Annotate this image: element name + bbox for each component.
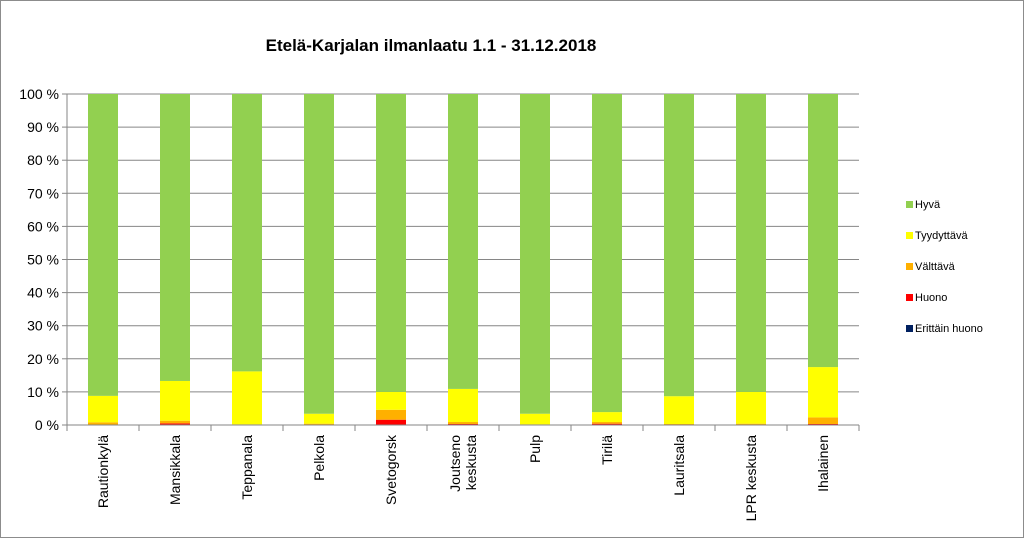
- x-category-label: Teppanala: [239, 435, 255, 500]
- x-category-label: Ihalainen: [815, 435, 831, 492]
- x-category-label-line: Tirilä: [599, 435, 615, 465]
- chart-title: Etelä-Karjalan ilmanlaatu 1.1 - 31.12.20…: [266, 36, 597, 55]
- bar-segment: [88, 94, 118, 396]
- bar-segment: [520, 413, 550, 425]
- bar-segment: [376, 391, 406, 410]
- y-tick-label: 0 %: [35, 417, 59, 433]
- bar-segment: [304, 94, 334, 414]
- bar-segment: [592, 412, 622, 423]
- bar-segment: [448, 422, 478, 425]
- bar-segment: [304, 423, 334, 425]
- legend-label: Erittäin huono: [915, 323, 983, 335]
- bar-segment: [304, 413, 334, 424]
- x-category-label-line: Svetogorsk: [383, 434, 399, 505]
- bars: [88, 94, 838, 425]
- bar-segment: [592, 94, 622, 413]
- y-tick-label: 60 %: [27, 218, 59, 234]
- x-category-label: Rautionkylä: [95, 435, 111, 508]
- bar-segment: [592, 423, 622, 425]
- axes: [66, 94, 859, 426]
- bar-segment: [88, 395, 118, 423]
- y-tick-label: 20 %: [27, 351, 59, 367]
- bar-segment: [520, 94, 550, 414]
- bar-segment: [592, 422, 622, 424]
- x-category-label: LPR keskusta: [743, 435, 759, 522]
- bar-segment: [736, 94, 766, 392]
- y-tick-label: 80 %: [27, 152, 59, 168]
- bar-segment: [448, 94, 478, 389]
- bar-segment: [160, 420, 190, 424]
- bar-segment: [160, 423, 190, 425]
- bar-segment: [736, 391, 766, 424]
- x-category-label: Svetogorsk: [383, 434, 399, 505]
- x-category-label: Joutseno keskusta: [447, 435, 479, 492]
- bar-segment: [160, 380, 190, 421]
- y-tick-label: 70 %: [27, 185, 59, 201]
- bar-segment: [376, 419, 406, 425]
- legend-label: Hyvä: [915, 199, 941, 211]
- y-tick-label: 90 %: [27, 119, 59, 135]
- legend-label: Välttävä: [915, 261, 956, 273]
- legend-swatch: [906, 263, 913, 270]
- bar-segment: [88, 422, 118, 425]
- x-category-label-line: Joutseno: [447, 435, 463, 492]
- legend-label: Tyydyttävä: [915, 230, 968, 242]
- y-axis-ticks: 0 % 10 % 20 % 30 % 40 % 50 % 60 % 70 % 80 % 90 % 1…: [19, 86, 67, 433]
- bar-segment: [160, 94, 190, 381]
- x-category-label: Pulp: [527, 435, 543, 463]
- x-category-label: Pelkola: [311, 435, 327, 481]
- x-category-label-line: Teppanala: [239, 435, 255, 500]
- bar-segment: [808, 367, 838, 418]
- legend-swatch: [906, 232, 913, 239]
- bar-segment: [736, 423, 766, 425]
- bar-segment: [376, 94, 406, 392]
- bar-segment: [232, 371, 262, 425]
- x-category-label: Lauritsala: [671, 435, 687, 496]
- y-tick-label: 100 %: [19, 86, 59, 102]
- x-category-label: Tirilä: [599, 435, 615, 465]
- x-category-label-line: keskusta: [463, 435, 479, 490]
- y-tick-label: 10 %: [27, 384, 59, 400]
- x-category-label: Mansikkala: [167, 435, 183, 505]
- x-category-label-line: LPR keskusta: [743, 435, 759, 522]
- legend-swatch: [906, 294, 913, 301]
- bar-segment: [448, 388, 478, 423]
- x-category-label-line: Mansikkala: [167, 435, 183, 505]
- legend-label: Huono: [915, 292, 947, 304]
- legend-swatch: [906, 325, 913, 332]
- x-category-label-line: Lauritsala: [671, 435, 687, 496]
- x-axis-categories: Rautionkylä Mansikkala Teppanala Pelkola Sve…: [66, 425, 860, 522]
- x-category-label-line: Pelkola: [311, 435, 327, 481]
- y-tick-label: 40 %: [27, 285, 59, 301]
- legend-swatch: [906, 201, 913, 208]
- x-category-label-line: Rautionkylä: [95, 435, 111, 508]
- bar-segment: [808, 94, 838, 368]
- y-tick-label: 30 %: [27, 318, 59, 334]
- y-tick-label: 50 %: [27, 252, 59, 268]
- bar-segment: [232, 94, 262, 372]
- bar-segment: [664, 94, 694, 397]
- x-category-label-line: Ihalainen: [815, 435, 831, 492]
- bar-segment: [808, 417, 838, 425]
- bar-segment: [376, 409, 406, 420]
- legend: Hyvä Tyydyttävä Välttävä Huono Erittäin huon…: [906, 199, 983, 335]
- bar-segment: [664, 396, 694, 425]
- x-category-label-line: Pulp: [527, 435, 543, 463]
